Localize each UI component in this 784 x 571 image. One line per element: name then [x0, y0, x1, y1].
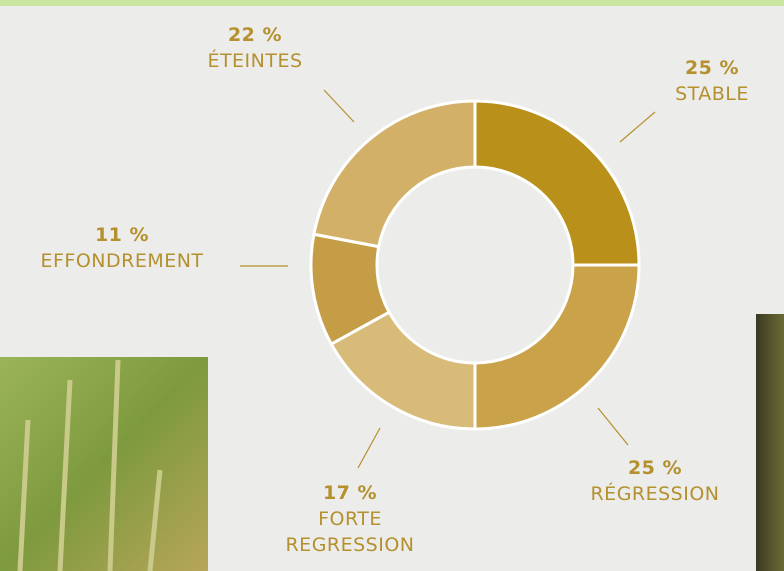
percent-label: 25 % [627, 457, 683, 479]
category-label: FORTE REGRESSION [285, 508, 415, 556]
leader-lines [240, 89, 656, 469]
donut-slice [312, 99, 477, 249]
category-label: ÉTEINTES [207, 50, 303, 72]
leader-line [323, 89, 355, 123]
category-label: STABLE [675, 83, 749, 105]
slice-label: 17 % FORTE REGRESSION [275, 480, 425, 558]
percent-label: 11 % [94, 224, 150, 246]
percent-label: 25 % [684, 57, 740, 79]
slice-label: 25 % STABLE [612, 55, 784, 107]
top-border [0, 0, 784, 6]
photo-left [0, 357, 208, 571]
donut [309, 99, 641, 431]
slice-label: 25 % RÉGRESSION [555, 455, 755, 507]
percent-label: 22 % [227, 24, 283, 46]
category-label: RÉGRESSION [590, 483, 720, 505]
leader-line [619, 111, 656, 143]
donut-slice [473, 99, 641, 267]
slice-label: 22 % ÉTEINTES [155, 22, 355, 74]
slice-label: 11 % EFFONDREMENT [22, 222, 222, 274]
photo-right [756, 314, 784, 571]
leader-line [597, 407, 629, 446]
donut-slice [473, 263, 641, 431]
leader-line [357, 427, 381, 469]
category-label: EFFONDREMENT [40, 250, 204, 272]
photo-detail [17, 359, 163, 571]
percent-label: 17 % [322, 482, 378, 504]
